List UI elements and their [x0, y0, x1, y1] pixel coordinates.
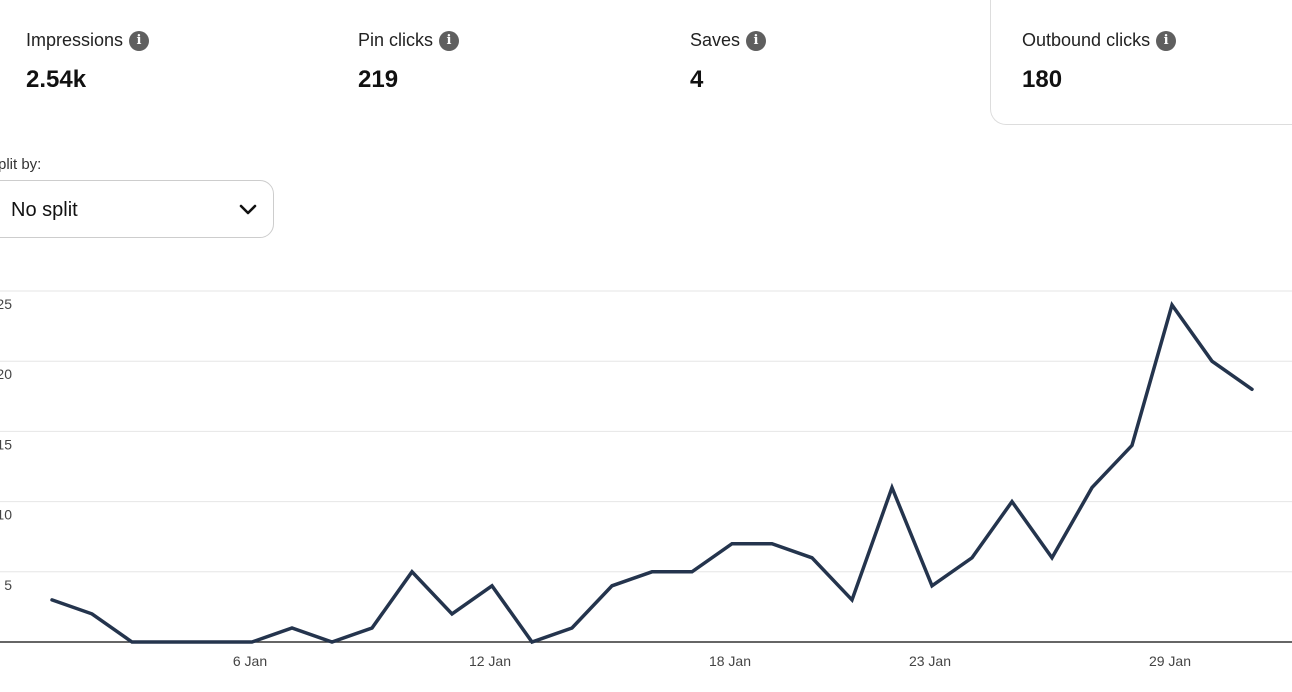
metric-saves[interactable]: Saves i 4 — [690, 0, 970, 126]
x-tick-label: 18 Jan — [709, 653, 751, 669]
outbound-clicks-chart: 5 10 15 20 25 6 Jan 12 Jan 18 Jan 23 Jan 29 Jan — [0, 290, 1292, 669]
metric-label-row: Impressions i — [26, 30, 150, 51]
y-tick-label: 20 — [0, 366, 12, 382]
data-point[interactable] — [325, 635, 339, 649]
split-dropdown[interactable]: No split — [0, 180, 274, 238]
data-point[interactable] — [765, 537, 779, 551]
data-point[interactable] — [845, 593, 859, 607]
metric-label: Pin clicks — [358, 30, 434, 50]
series-line-layer — [45, 298, 1259, 649]
data-point[interactable] — [1165, 298, 1179, 312]
metric-outbound-clicks[interactable]: Outbound clicks i 180 — [990, 0, 1292, 125]
data-point[interactable] — [405, 565, 419, 579]
data-point[interactable] — [565, 621, 579, 635]
metric-label: Outbound clicks — [1022, 30, 1151, 50]
metric-value: 219 — [358, 66, 399, 93]
data-point[interactable] — [45, 593, 59, 607]
metric-label: Impressions — [26, 30, 124, 50]
metric-impressions[interactable]: Impressions i 2.54k — [26, 0, 326, 126]
data-point[interactable] — [1045, 551, 1059, 565]
metric-label: Saves — [690, 30, 741, 50]
metric-label-row: Saves i — [690, 30, 767, 51]
y-tick-label: 15 — [0, 436, 12, 452]
split-by-label: plit by: — [0, 156, 42, 173]
data-point[interactable] — [805, 551, 819, 565]
x-tick-label: 12 Jan — [469, 653, 511, 669]
data-point[interactable] — [205, 635, 219, 649]
data-point[interactable] — [965, 551, 979, 565]
data-point[interactable] — [245, 635, 259, 649]
info-icon[interactable]: i — [439, 30, 460, 51]
data-point[interactable] — [605, 579, 619, 593]
data-point[interactable] — [445, 607, 459, 621]
data-point[interactable] — [165, 635, 179, 649]
data-point[interactable] — [685, 565, 699, 579]
data-point[interactable] — [885, 481, 899, 495]
metric-label-row: Outbound clicks i — [1022, 30, 1177, 51]
metric-label-row: Pin clicks i — [358, 30, 460, 51]
data-point[interactable] — [725, 537, 739, 551]
data-point[interactable] — [1205, 354, 1219, 368]
metric-value: 4 — [690, 66, 704, 93]
x-tick-label: 29 Jan — [1149, 653, 1191, 669]
series-line — [50, 301, 1254, 645]
chart-grid — [0, 290, 1292, 643]
x-tick-label: 6 Jan — [233, 653, 267, 669]
data-point[interactable] — [645, 565, 659, 579]
info-icon[interactable]: i — [1156, 30, 1177, 51]
data-point[interactable] — [85, 607, 99, 621]
info-icon[interactable]: i — [129, 30, 150, 51]
y-tick-label: 25 — [0, 296, 12, 312]
data-point[interactable] — [485, 579, 499, 593]
chevron-down-icon — [239, 204, 257, 215]
metric-value: 180 — [1022, 66, 1063, 93]
data-point[interactable] — [1245, 382, 1259, 396]
data-point[interactable] — [525, 635, 539, 649]
y-tick-label: 5 — [4, 577, 12, 593]
x-axis-labels: 6 Jan 12 Jan 18 Jan 23 Jan 29 Jan — [233, 653, 1191, 669]
info-icon[interactable]: i — [746, 30, 767, 51]
data-point[interactable] — [1005, 495, 1019, 509]
split-selected-value: No split — [11, 199, 78, 221]
data-point[interactable] — [1125, 438, 1139, 452]
data-point[interactable] — [125, 635, 139, 649]
x-tick-label: 23 Jan — [909, 653, 951, 669]
data-point[interactable] — [1085, 481, 1099, 495]
metric-pin-clicks[interactable]: Pin clicks i 219 — [358, 0, 658, 126]
data-point[interactable] — [285, 621, 299, 635]
metric-value: 2.54k — [26, 66, 87, 93]
data-point[interactable] — [365, 621, 379, 635]
data-point[interactable] — [925, 579, 939, 593]
y-axis-labels: 5 10 15 20 25 — [0, 296, 12, 593]
y-tick-label: 10 — [0, 507, 12, 523]
